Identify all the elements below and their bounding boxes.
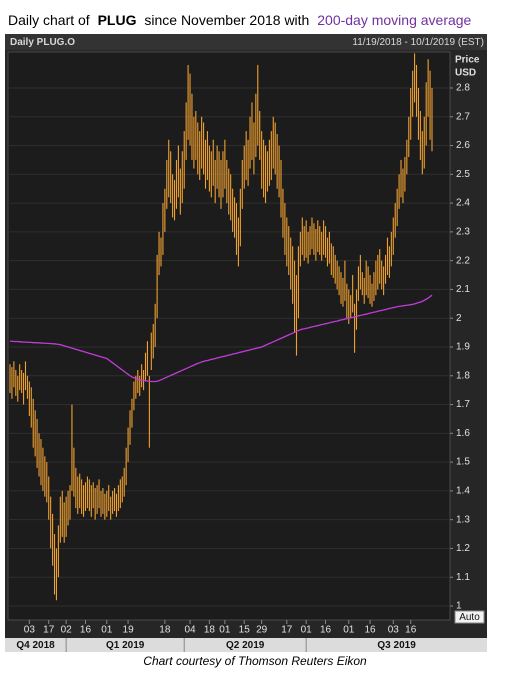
quarter-label: Q1 2019 — [106, 640, 145, 651]
x-tick-label: 29 — [256, 625, 268, 636]
y-tick-label: 2.5 — [456, 169, 470, 180]
x-tick-label: 16 — [364, 625, 376, 636]
x-tick-label: 15 — [239, 625, 251, 636]
x-tick-label: 01 — [343, 625, 355, 636]
y-axis-unit: USD — [455, 68, 476, 79]
x-tick-label: 01 — [219, 625, 231, 636]
x-tick-label: 01 — [101, 625, 113, 636]
x-tick-label: 03 — [24, 625, 36, 636]
x-tick-label: 16 — [320, 625, 332, 636]
chart-title: Daily chart of PLUG since November 2018 … — [8, 12, 472, 28]
y-tick-label: 1.5 — [456, 457, 470, 468]
plot-area — [7, 51, 451, 621]
y-axis-label: Price — [455, 55, 480, 66]
quarter-label: Q3 2019 — [377, 640, 416, 651]
title-middle: since November 2018 with — [144, 12, 309, 28]
y-tick-label: 1.2 — [456, 543, 470, 554]
title-ticker: PLUG — [98, 12, 137, 28]
x-tick-label: 01 — [301, 625, 313, 636]
x-tick-label: 03 — [388, 625, 400, 636]
y-tick-label: 2 — [456, 313, 462, 324]
auto-button-label[interactable]: Auto — [459, 612, 480, 623]
x-tick-label: 17 — [281, 625, 293, 636]
y-tick-label: 1.6 — [456, 428, 470, 439]
y-tick-label: 1.3 — [456, 514, 470, 525]
header-right: 11/19/2018 - 10/1/2019 (EST) — [352, 37, 484, 48]
y-tick-label: 1.7 — [456, 399, 470, 410]
y-tick-label: 2.7 — [456, 111, 470, 122]
y-tick-label: 1.1 — [456, 572, 470, 583]
quarter-label: Q2 2019 — [226, 640, 265, 651]
x-tick-label: 16 — [80, 625, 92, 636]
y-tick-label: 2.4 — [456, 198, 470, 209]
x-tick-label: 04 — [184, 625, 196, 636]
plot-layer: 1 1.1 1.2 1.3 1.4 1.5 1.6 1.7 1.8 1.9 2 2.1 2.2 2.3 2.… — [8, 53, 470, 652]
quarter-strip — [5, 638, 487, 652]
y-tick-label: 1.8 — [456, 370, 470, 381]
title-lead: Daily chart of — [8, 12, 90, 28]
x-tick-label: 19 — [123, 625, 135, 636]
y-tick-label: 2.3 — [456, 227, 470, 238]
y-tick-label: 2.1 — [456, 284, 470, 295]
x-tick-label: 18 — [204, 625, 216, 636]
y-tick-label: 1.9 — [456, 342, 470, 353]
header-strip — [5, 34, 487, 50]
quarter-label: Q4 2018 — [16, 640, 55, 651]
x-tick-label: 16 — [405, 625, 417, 636]
footer: Chart courtesy of Thomson Reuters Eikon — [143, 654, 367, 668]
y-tick-label: 1.4 — [456, 486, 470, 497]
title-highlight: 200-day moving average — [317, 12, 471, 28]
x-tick-label: 02 — [61, 625, 73, 636]
header-left: Daily PLUG.O — [10, 37, 75, 48]
y-tick-label: 1 — [456, 601, 462, 612]
y-tick-label: 2.2 — [456, 255, 470, 266]
auto-button[interactable] — [454, 610, 485, 624]
x-tick-label: 17 — [43, 625, 55, 636]
moving-average-line — [10, 294, 433, 383]
y-tick-label: 2.8 — [456, 83, 470, 94]
y-tick-label: 2.6 — [456, 140, 470, 151]
x-tick-label: 18 — [159, 625, 171, 636]
